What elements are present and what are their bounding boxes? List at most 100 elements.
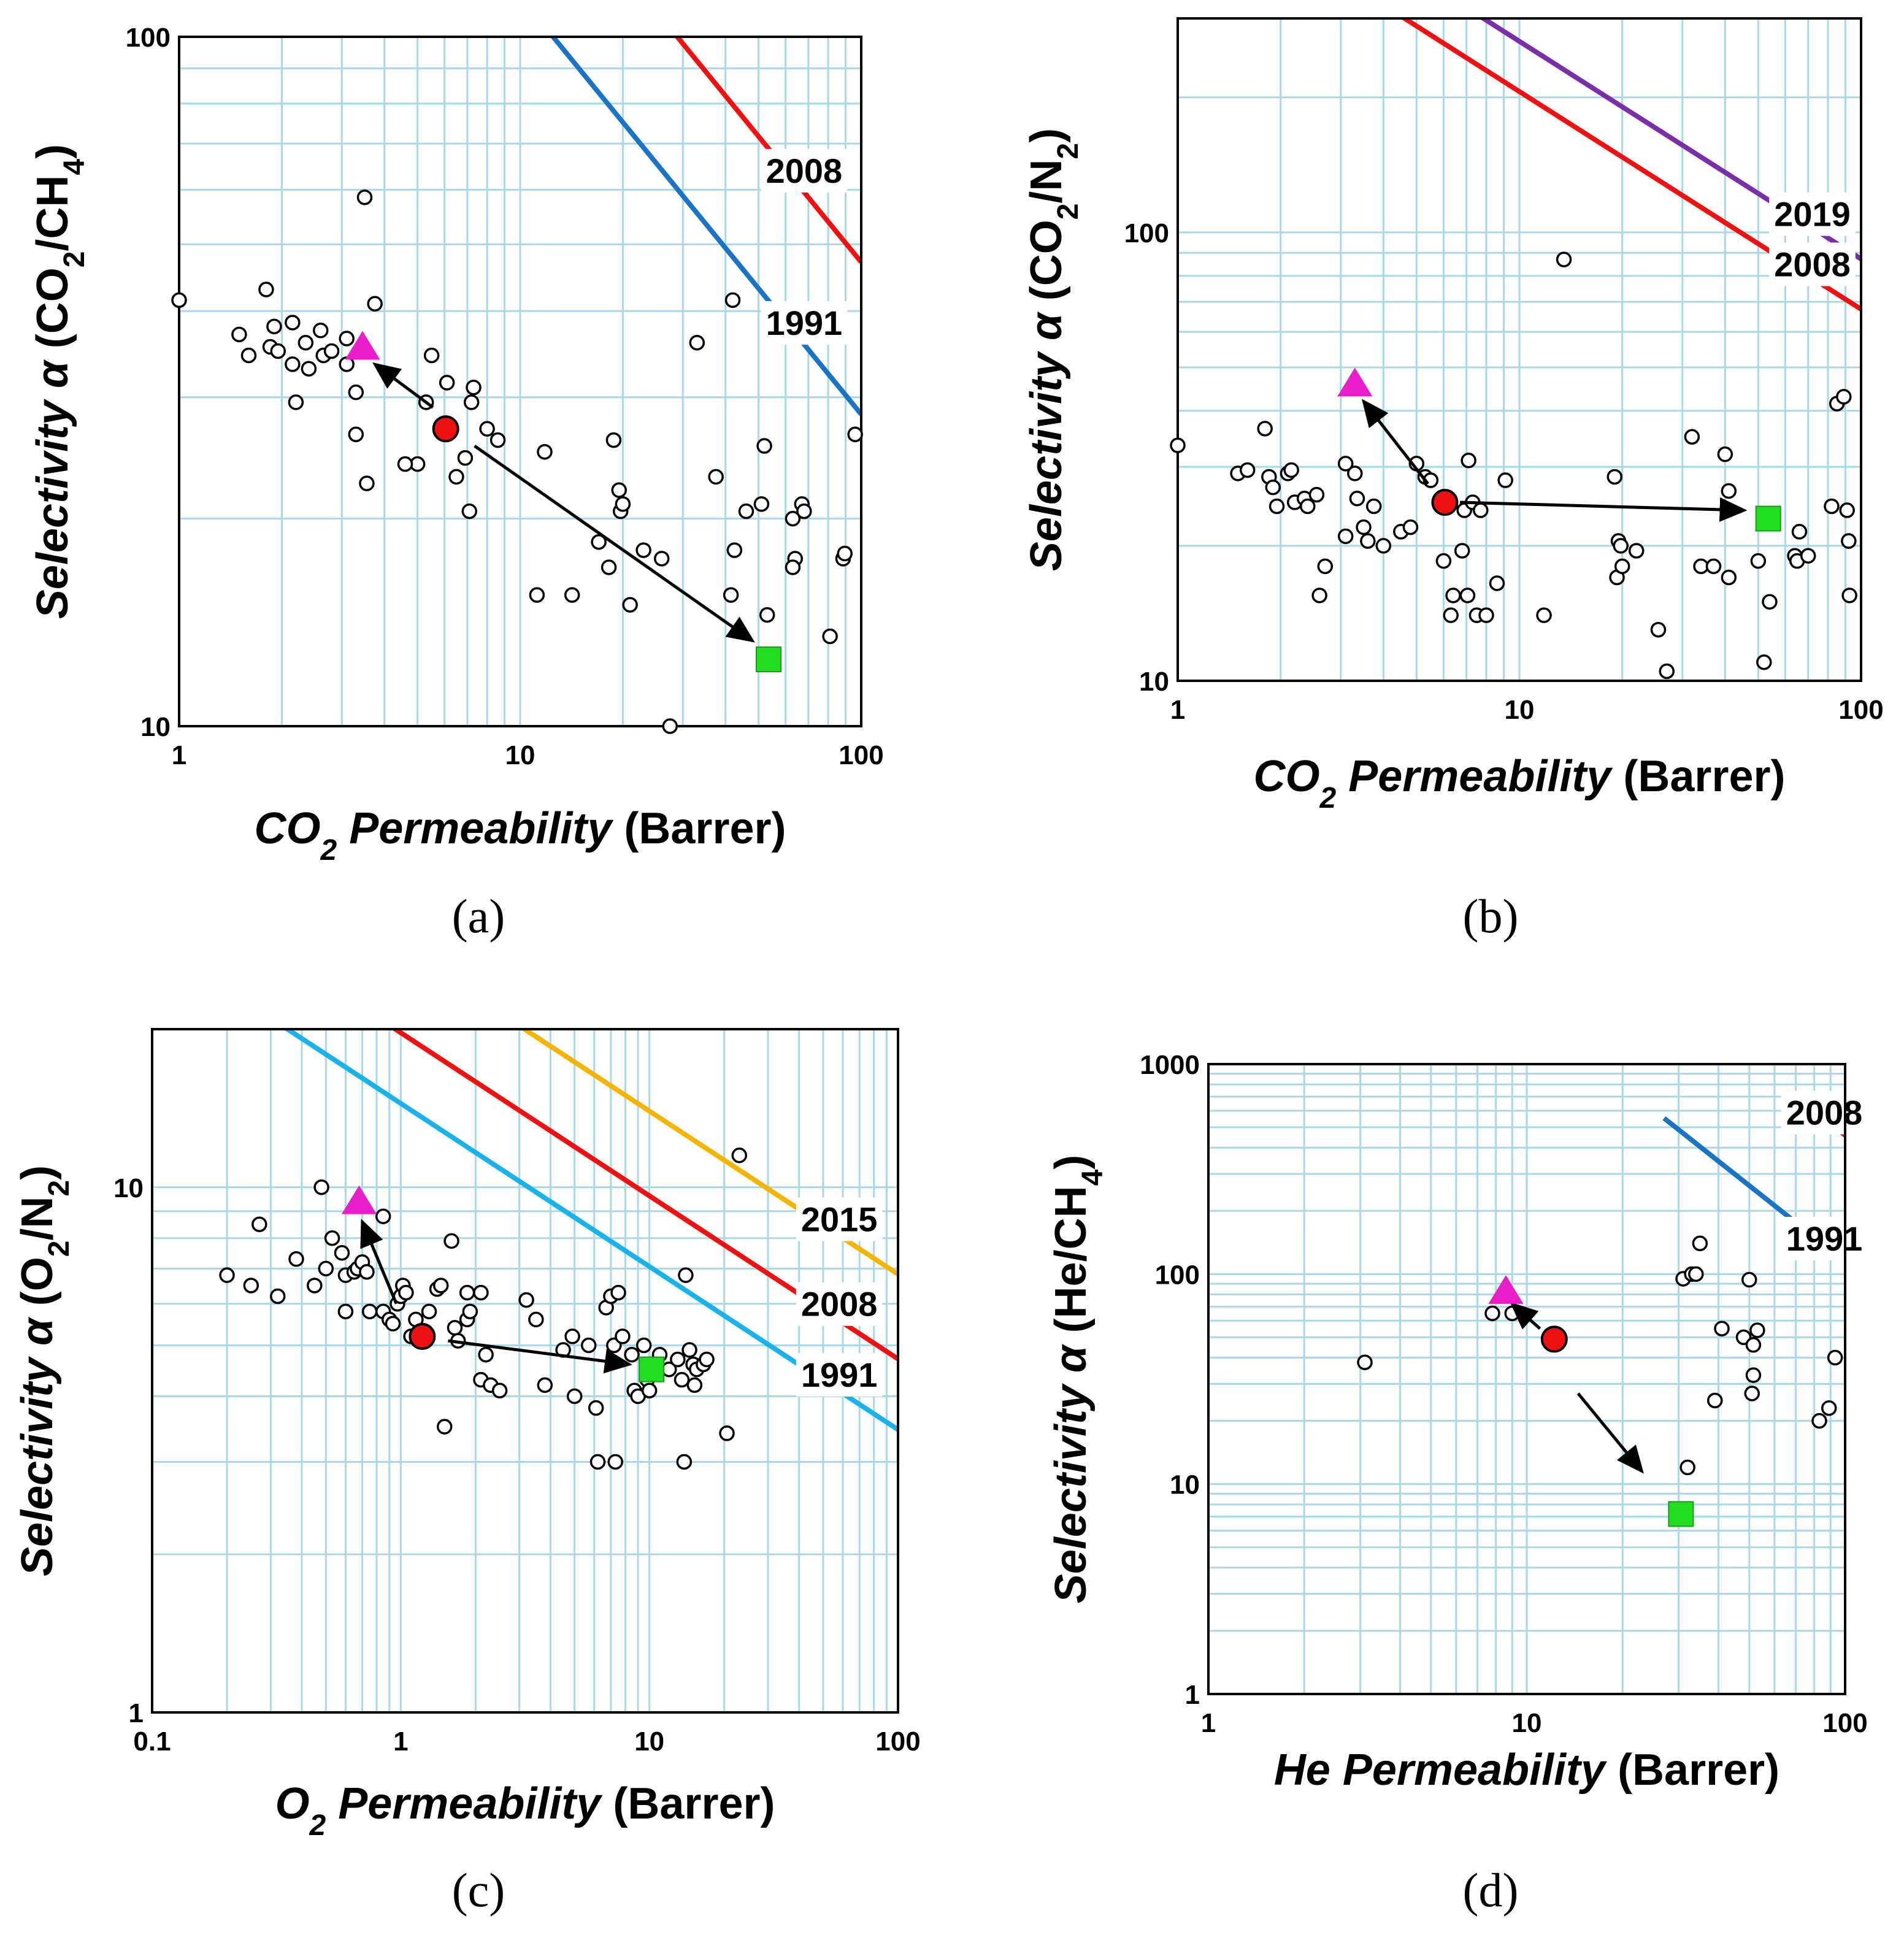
bound-label-2008: 2008	[1774, 245, 1851, 283]
data-point	[1365, 498, 1382, 515]
bound-label-bg	[1769, 242, 1856, 286]
data-point	[489, 432, 506, 448]
data-point	[219, 1267, 235, 1283]
data-point	[1265, 479, 1281, 496]
data-point	[622, 597, 638, 613]
data-point	[348, 426, 364, 443]
bound-label-2015: 2015	[801, 1200, 878, 1239]
x-axis-label: CO2 Permeability (Barrer)	[254, 804, 786, 867]
data-point	[356, 189, 373, 205]
panel-label: (b)	[1463, 889, 1519, 943]
data-point	[337, 1303, 354, 1320]
data-point	[459, 1284, 475, 1301]
data-point	[731, 1148, 748, 1163]
plot-frame	[1207, 1063, 1846, 1695]
data-point	[1688, 1266, 1704, 1282]
data-point	[398, 1284, 414, 1301]
plot-frame	[178, 36, 862, 727]
y-axis-label: Selectivity α (CO2/CH4)	[28, 144, 91, 619]
y-tick-label: 10	[140, 712, 171, 742]
y-axis-label: Selectivity α (He/CH4)	[1046, 1155, 1109, 1604]
data-point	[1756, 654, 1772, 670]
data-point	[1349, 491, 1365, 507]
data-point	[719, 1425, 735, 1441]
x-axis-label: He Permeability (Barrer)	[1274, 1746, 1779, 1795]
data-point	[1556, 251, 1572, 267]
data-point	[385, 1316, 401, 1332]
data-point	[635, 542, 651, 558]
data-point	[1714, 1320, 1730, 1336]
triangle-marker	[1337, 367, 1373, 397]
data-point	[724, 292, 741, 309]
data-point	[1239, 462, 1256, 478]
data-point	[258, 282, 274, 297]
x-tick-label: 1	[1170, 695, 1185, 725]
data-point	[1659, 663, 1675, 680]
data-point	[361, 1303, 378, 1320]
data-point	[529, 587, 545, 603]
data-point	[466, 379, 482, 396]
data-point	[171, 292, 187, 309]
data-point	[1357, 1354, 1373, 1370]
data-point	[837, 545, 853, 562]
x-tick-label: 1	[393, 1727, 408, 1757]
data-point	[615, 496, 631, 512]
data-point	[1257, 421, 1273, 437]
data-point	[615, 1328, 631, 1344]
trend-arrow	[1460, 497, 1748, 522]
bound-label-bg	[761, 301, 848, 345]
bound-line-1991	[1662, 1116, 1811, 1235]
gridlines	[152, 1029, 898, 1712]
plot-frame	[151, 1028, 899, 1714]
data-point	[1360, 533, 1376, 549]
data-point	[1721, 483, 1737, 499]
data-point	[708, 469, 724, 485]
data-point	[367, 296, 383, 312]
trend-arrow	[1510, 1301, 1541, 1330]
y-axis-label: Selectivity α (CO2/N2)	[1022, 128, 1084, 571]
bound-line-2008	[391, 1029, 898, 1361]
data-point	[1717, 446, 1733, 462]
bound-label-2008: 2008	[801, 1285, 878, 1324]
data-point	[1650, 621, 1667, 638]
data-point	[478, 1346, 494, 1363]
data-point	[601, 559, 617, 575]
data-point	[753, 496, 770, 512]
data-point	[288, 394, 304, 410]
trend-arrow	[448, 1339, 632, 1374]
square-marker	[639, 1356, 665, 1382]
data-points	[171, 189, 863, 734]
data-point	[605, 432, 622, 448]
data-point	[1745, 1367, 1762, 1383]
data-point	[421, 1303, 437, 1320]
data-point	[1839, 502, 1855, 518]
data-point	[1300, 498, 1316, 515]
data-point	[653, 551, 670, 567]
data-point	[726, 542, 743, 558]
bound-label-2008: 2008	[766, 151, 843, 190]
data-point	[448, 469, 464, 485]
circle-marker	[409, 1322, 436, 1350]
data-point	[785, 510, 801, 527]
data-point	[491, 1382, 508, 1399]
data-point	[674, 1371, 690, 1388]
data-point	[723, 587, 739, 603]
data-point	[785, 559, 801, 575]
y-tick-label: 10	[1139, 667, 1169, 697]
plot-frame	[1177, 17, 1862, 682]
data-point	[610, 1284, 626, 1301]
data-point	[1606, 469, 1623, 485]
data-point	[589, 1454, 606, 1470]
data-point	[463, 394, 480, 410]
data-point	[1484, 1305, 1500, 1322]
data-point	[611, 482, 628, 498]
data-point	[681, 1342, 697, 1358]
bound-label-bg	[796, 1353, 883, 1397]
data-point	[251, 1216, 267, 1232]
trend-arrow	[1361, 399, 1429, 485]
data-point	[240, 347, 257, 364]
data-point	[635, 1337, 652, 1354]
bound-label-bg	[1781, 1217, 1868, 1261]
